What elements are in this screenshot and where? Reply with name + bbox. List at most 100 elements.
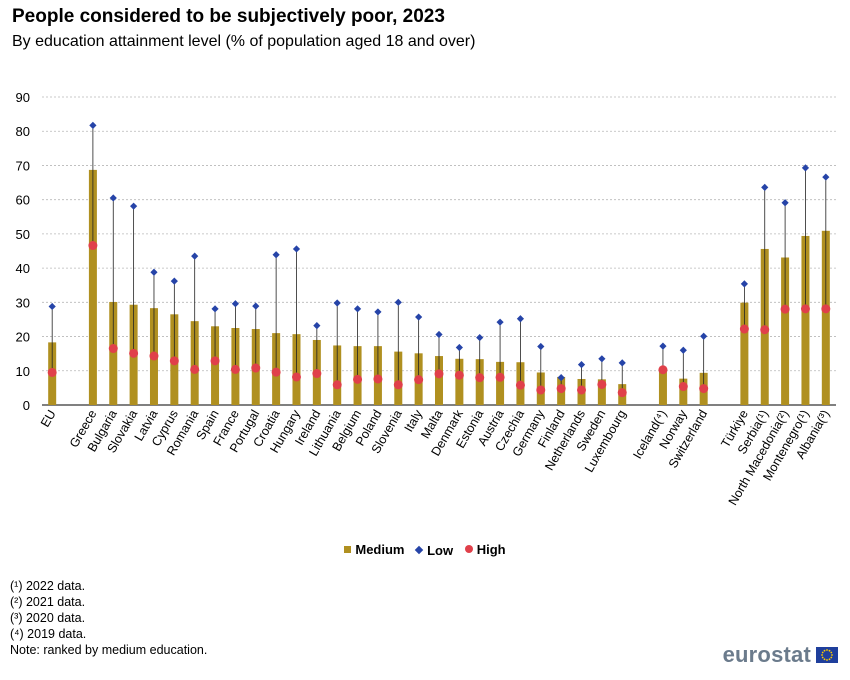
bar-medium: [455, 358, 464, 405]
marker-high: [800, 304, 810, 314]
footnote: (¹) 2022 data.: [10, 579, 86, 593]
marker-low: [801, 164, 810, 172]
bar-medium: [781, 257, 790, 405]
y-tick-label: 10: [16, 364, 30, 379]
marker-low: [272, 251, 280, 259]
marker-high: [434, 369, 444, 379]
footnote: (³) 2020 data.: [10, 611, 86, 625]
y-tick-label: 90: [16, 90, 30, 105]
marker-high: [739, 324, 749, 334]
y-tick-label: 70: [16, 158, 30, 173]
marker-high: [169, 356, 179, 366]
legend-high-swatch: [464, 545, 473, 553]
marker-low: [170, 277, 178, 285]
marker-low: [191, 252, 199, 260]
marker-low: [455, 343, 463, 352]
bar-medium: [801, 235, 810, 405]
legend-item-medium: Medium: [344, 542, 404, 557]
footnote: Note: ranked by medium education.: [10, 643, 208, 657]
marker-high: [475, 373, 485, 383]
marker-low: [394, 298, 402, 306]
bar-medium: [496, 361, 505, 405]
marker-high: [47, 367, 57, 377]
marker-high: [373, 374, 383, 384]
marker-high: [129, 348, 139, 358]
marker-low: [598, 355, 606, 363]
bar-medium: [821, 230, 830, 405]
marker-low: [353, 305, 362, 313]
marker-low: [537, 342, 545, 351]
marker-high: [312, 369, 322, 379]
y-tick-label: 40: [16, 261, 30, 276]
marker-high: [454, 370, 464, 380]
marker-high: [821, 304, 831, 314]
legend-medium-swatch: [344, 546, 352, 553]
marker-low: [313, 322, 321, 330]
marker-high: [230, 364, 240, 374]
chart-subtitle: By education attainment level (% of popu…: [12, 33, 476, 50]
bar-medium: [211, 326, 220, 405]
marker-low: [496, 318, 504, 326]
marker-high: [149, 351, 159, 361]
marker-high: [536, 385, 546, 395]
y-tick-label: 80: [16, 124, 30, 139]
marker-low: [476, 333, 484, 342]
x-tick-label: EU: [38, 408, 59, 430]
footnotes: (¹) 2022 data. (²) 2021 data. (³) 2020 d…: [10, 578, 207, 658]
bar-medium: [740, 302, 749, 405]
marker-low: [211, 305, 219, 313]
marker-low: [822, 173, 830, 181]
marker-low: [740, 280, 748, 288]
marker-high: [678, 382, 688, 392]
marker-high: [515, 380, 525, 390]
legend-medium-label: Medium: [355, 542, 405, 557]
marker-low: [761, 183, 769, 191]
marker-high: [597, 379, 607, 389]
marker-low: [659, 342, 667, 350]
logo-text: eurostat: [722, 642, 811, 667]
marker-low: [435, 330, 443, 339]
y-tick-label: 30: [16, 295, 30, 310]
footnote: (⁴) 2019 data.: [10, 627, 87, 641]
legend-item-high: High: [464, 541, 506, 557]
marker-low: [333, 299, 341, 307]
bar-medium: [679, 378, 688, 405]
bar-medium: [435, 356, 443, 405]
marker-high: [190, 364, 200, 374]
marker-high: [210, 356, 220, 366]
bar-medium: [597, 379, 606, 405]
marker-high: [699, 384, 709, 394]
marker-high: [251, 363, 261, 373]
marker-low: [781, 199, 789, 207]
marker-low: [252, 302, 260, 310]
legend-high-label: High: [476, 541, 506, 557]
marker-low: [700, 332, 708, 340]
marker-low: [557, 374, 565, 382]
eu-flag-icon: [816, 647, 838, 663]
marker-low: [374, 308, 382, 316]
marker-high: [658, 365, 668, 375]
y-tick-label: 60: [16, 193, 30, 208]
marker-low: [89, 121, 97, 130]
marker-high: [353, 374, 363, 384]
marker-high: [760, 325, 770, 335]
chart-title: People considered to be subjectively poo…: [12, 6, 445, 27]
bar-medium: [109, 301, 118, 405]
marker-high: [577, 385, 587, 395]
y-tick-label: 20: [16, 330, 30, 345]
chart-legend: Medium Low High: [0, 541, 850, 558]
marker-high: [271, 367, 281, 377]
footnote: (²) 2021 data.: [10, 595, 86, 609]
marker-low: [577, 361, 586, 369]
marker-high: [414, 375, 424, 385]
marker-low: [48, 302, 56, 311]
legend-item-low: Low: [414, 543, 453, 558]
marker-low: [292, 245, 301, 253]
y-tick-label: 0: [23, 398, 30, 413]
marker-low: [516, 315, 525, 323]
marker-low: [150, 268, 158, 276]
bar-medium: [658, 368, 667, 405]
marker-high: [393, 380, 403, 390]
marker-low: [679, 346, 687, 354]
marker-low: [109, 194, 117, 202]
